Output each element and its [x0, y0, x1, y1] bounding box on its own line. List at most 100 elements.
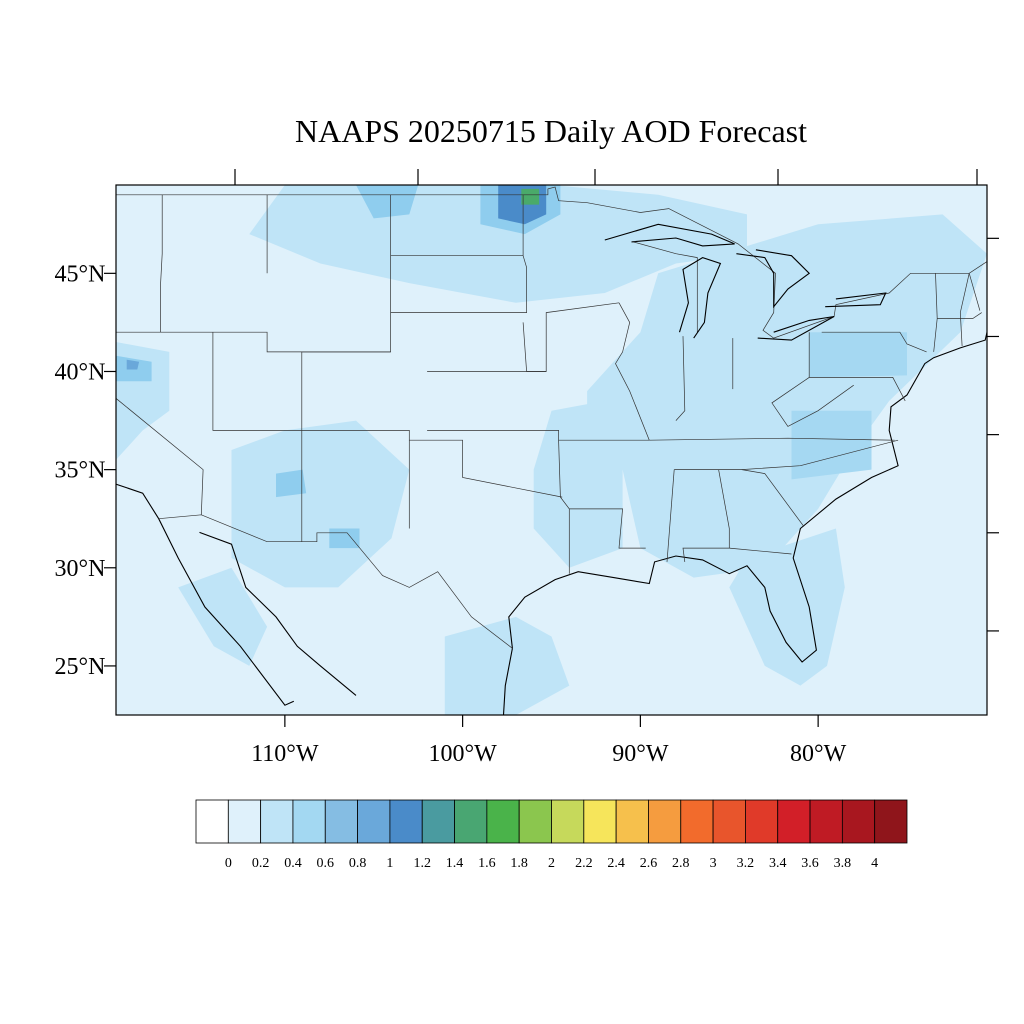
colorbar-label: 1.8: [510, 856, 528, 871]
lat-tick-label: 40°N: [55, 359, 106, 385]
coastline-1: [199, 531, 357, 696]
boundary-1: [158, 514, 513, 649]
colorbar-label: 0: [225, 856, 232, 871]
colorbar-swatch: [648, 799, 682, 844]
colorbar: 0 0.2 0.4 0.6 0.8 1 1.2 1.4 1.6 1.8 2 2.2 2.4 2.6 2.8 3…: [195, 799, 908, 871]
colorbar-swatch: [615, 799, 649, 844]
colorbar-label: 1: [386, 856, 393, 871]
lake-outline-3: [757, 315, 835, 341]
map-title: NAAPS 20250715 Daily AOD Forecast: [295, 113, 807, 149]
colorbar-swatch: [195, 799, 229, 844]
boundary-29: [959, 273, 970, 347]
coastline-2: [508, 332, 987, 663]
colorbar-label: 2.8: [672, 856, 690, 871]
colorbar-swatch: [421, 799, 455, 844]
boundary-5: [116, 397, 204, 515]
colorbar-label: 2.4: [607, 856, 625, 871]
lon-tick-label: 110°W: [251, 741, 319, 767]
lon-tick-label: 90°W: [612, 741, 669, 767]
coastline-0: [116, 483, 295, 706]
colorbar-label: 0.6: [317, 856, 335, 871]
colorbar-label: 0.2: [252, 856, 270, 871]
colorbar-swatch: [486, 799, 520, 844]
lon-tick-label: 100°W: [428, 741, 497, 767]
colorbar-label: 3: [710, 856, 717, 871]
boundary-10: [427, 302, 620, 372]
lat-tick-label: 25°N: [55, 654, 106, 680]
lat-tick-label: 45°N: [55, 261, 106, 287]
colorbar-swatch: [551, 799, 585, 844]
lat-tick-label: 35°N: [55, 458, 106, 484]
colorbar-swatch: [583, 799, 617, 844]
map-panel: 45°N 40°N 35°N 30°N 25°N 110°W 100°W 90°W 80°W: [55, 169, 999, 767]
colorbar-label: 3.4: [769, 856, 787, 871]
axis-ticks: 45°N 40°N 35°N 30°N 25°N 110°W 100°W 90°W 80°W: [55, 169, 999, 767]
colorbar-swatch: [777, 799, 811, 844]
colorbar-label: 0.4: [284, 856, 302, 871]
aod-region-16: [276, 469, 307, 498]
colorbar-swatch: [292, 799, 326, 844]
colorbar-swatch: [518, 799, 552, 844]
boundary-16: [666, 469, 675, 562]
colorbar-label: 1.4: [446, 856, 464, 871]
boundary-0: [116, 186, 987, 339]
boundary-3: [212, 332, 303, 542]
boundary-32: [522, 322, 547, 372]
boundary-9: [390, 255, 527, 313]
boundary-11: [427, 430, 650, 441]
aod-region-14: [809, 332, 907, 378]
aod-region-4: [444, 616, 570, 715]
boundary-26: [821, 331, 927, 353]
map-frame: [115, 184, 988, 716]
colorbar-swatch: [260, 799, 294, 844]
colorbar-label: 0.8: [349, 856, 367, 871]
aod-region-1: [587, 214, 987, 578]
colorbar-label: 3.6: [801, 856, 819, 871]
boundary-24: [808, 332, 906, 402]
colorbar-swatch: [841, 799, 876, 844]
colorbar-swatch: [712, 799, 746, 844]
colorbar-label: 1.6: [478, 856, 496, 871]
boundary-28: [933, 273, 938, 352]
lake-outline-1: [678, 256, 722, 339]
aod-region-15: [791, 410, 872, 480]
boundary-6: [160, 194, 163, 333]
aod-region-3: [533, 400, 623, 568]
colorbar-label: 2: [548, 856, 555, 871]
colorbar-swatch: [389, 799, 423, 844]
lake-outline-0: [604, 223, 735, 247]
aod-region-17: [329, 528, 360, 549]
colorbar-label: 2.6: [640, 856, 658, 871]
boundary-22: [675, 336, 686, 421]
lake-outline-2: [736, 249, 811, 309]
aod-region-9: [126, 359, 140, 370]
coastline-3: [502, 648, 513, 715]
boundary-27: [937, 312, 982, 319]
boundary-25: [771, 377, 854, 427]
colorbar-label: 1.2: [413, 856, 431, 871]
boundary-layer: [116, 186, 987, 715]
colorbar-swatch: [680, 799, 714, 844]
colorbar-swatch: [324, 799, 358, 844]
colorbar-swatch: [454, 799, 488, 844]
boundary-30: [968, 273, 981, 311]
colorbar-swatch: [227, 799, 262, 844]
colorbar-label: 3.2: [737, 856, 755, 871]
boundary-14: [558, 440, 570, 574]
boundary-21: [615, 302, 650, 441]
lake-outline-4: [825, 292, 887, 308]
aod-region-5: [231, 420, 410, 588]
colorbar-swatch: [745, 799, 779, 844]
lon-tick-label: 80°W: [790, 741, 847, 767]
colorbar-swatch: [809, 799, 843, 844]
aod-region-6: [178, 567, 268, 666]
colorbar-label: 4: [871, 856, 878, 871]
boundary-31: [633, 241, 698, 333]
boundary-19: [741, 469, 805, 527]
colorbar-label: 2.2: [575, 856, 593, 871]
aod-region-12: [521, 188, 540, 205]
boundary-13: [569, 508, 646, 549]
colorbar-swatch: [874, 799, 908, 844]
boundary-20: [649, 437, 895, 441]
